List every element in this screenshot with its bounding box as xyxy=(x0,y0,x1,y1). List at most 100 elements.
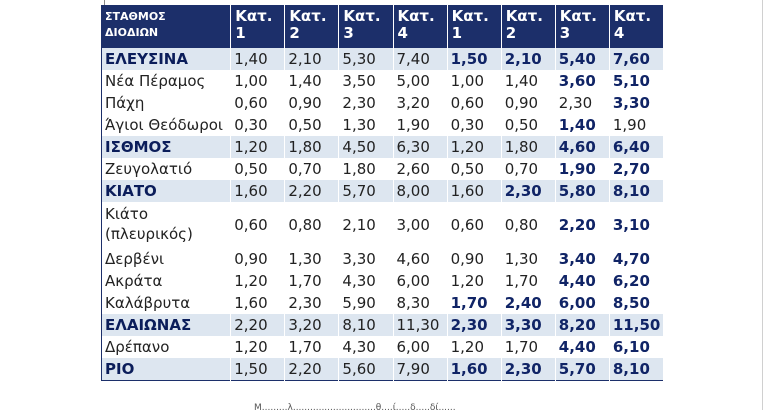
price-cell: 8,20 xyxy=(555,313,610,336)
price-cell: 3,20 xyxy=(284,313,340,336)
price-cell: 3,40 xyxy=(555,247,610,270)
table-row: Ζευγολατιό 0,50 0,70 1,80 2,60 0,50 0,70 1,90 2,… xyxy=(101,157,665,180)
price-cell: 5,70 xyxy=(338,179,394,202)
price-cell: 0,80 xyxy=(501,201,556,248)
station-header-line2: ΔΙΟΔΙΩΝ xyxy=(105,26,159,39)
price-cell: 1,20 xyxy=(447,335,502,358)
price-cell: 1,40 xyxy=(501,69,556,92)
station-header-line1: ΣΤΑΘΜΟΣ xyxy=(105,10,166,23)
price-cell: 7,60 xyxy=(609,47,665,70)
price-cell: 1,40 xyxy=(284,69,340,92)
price-cell: 2,30 xyxy=(555,91,610,114)
price-cell: 5,80 xyxy=(555,179,610,202)
price-cell: 8,10 xyxy=(609,179,665,202)
price-cell: 0,90 xyxy=(501,91,556,114)
category-header: Κατ. 4 xyxy=(609,5,665,48)
price-cell: 6,30 xyxy=(393,135,448,158)
table-row: ΕΛΕΥΣΙΝΑ 1,40 2,10 5,30 7,40 1,50 2,10 5,40 7,60 xyxy=(101,47,665,70)
price-cell: 5,60 xyxy=(338,357,394,380)
price-cell: 0,30 xyxy=(447,113,502,136)
price-cell: 8,30 xyxy=(393,291,448,314)
price-cell: 8,10 xyxy=(609,357,665,380)
price-cell: 1,30 xyxy=(501,247,556,270)
price-cell: 8,00 xyxy=(393,179,448,202)
price-cell: 2,60 xyxy=(393,157,448,180)
price-cell: 1,30 xyxy=(284,247,340,270)
price-cell: 0,50 xyxy=(284,113,340,136)
price-cell: 5,70 xyxy=(555,357,610,380)
station-name-cell: ΡΙΟ xyxy=(101,357,232,380)
price-cell: 0,30 xyxy=(230,113,286,136)
price-cell: 1,90 xyxy=(555,157,610,180)
price-cell: 2,20 xyxy=(555,201,610,248)
table-row: ΡΙΟ 1,50 2,20 5,60 7,90 1,60 2,30 5,70 8,10 xyxy=(101,357,665,380)
price-cell: 0,50 xyxy=(501,113,556,136)
station-name-cell: Δρέπανο xyxy=(101,335,232,358)
table-row: Άγιοι Θεόδωροι 0,30 0,50 1,30 1,90 0,30 0,50 1,… xyxy=(101,113,665,136)
station-name-cell: Άγιοι Θεόδωροι xyxy=(101,113,232,136)
price-cell: 4,60 xyxy=(393,247,448,270)
price-cell: 7,90 xyxy=(393,357,448,380)
station-name-cell: Καλάβρυτα xyxy=(101,291,232,314)
price-cell: 1,40 xyxy=(555,113,610,136)
price-cell: 6,20 xyxy=(609,269,665,292)
price-cell: 1,70 xyxy=(501,335,556,358)
price-cell: 2,70 xyxy=(609,157,665,180)
price-cell: 1,20 xyxy=(230,135,286,158)
price-cell: 6,00 xyxy=(393,335,448,358)
price-cell: 5,10 xyxy=(609,69,665,92)
price-cell: 3,30 xyxy=(338,247,394,270)
price-cell: 3,30 xyxy=(501,313,556,336)
category-header: Κατ. 3 xyxy=(338,5,394,48)
station-name-cell: Πάχη xyxy=(101,91,232,114)
price-cell: 11,50 xyxy=(609,313,665,336)
price-cell: 0,60 xyxy=(230,91,286,114)
station-name-cell: Δερβένι xyxy=(101,247,232,270)
table-row: Νέα Πέραμος 1,00 1,40 3,50 5,00 1,00 1,40 3,60 5… xyxy=(101,69,665,92)
category-header: Κατ. 3 xyxy=(555,5,610,48)
price-cell: 4,50 xyxy=(338,135,394,158)
price-cell: 5,40 xyxy=(555,47,610,70)
price-cell: 3,60 xyxy=(555,69,610,92)
price-cell: 1,20 xyxy=(447,135,502,158)
price-cell: 1,70 xyxy=(284,335,340,358)
price-cell: 0,60 xyxy=(447,91,502,114)
price-cell: 5,00 xyxy=(393,69,448,92)
price-cell: 1,60 xyxy=(230,291,286,314)
station-column-header: ΣΤΑΘΜΟΣ ΔΙΟΔΙΩΝ xyxy=(101,5,232,48)
price-cell: 0,90 xyxy=(284,91,340,114)
price-cell: 6,00 xyxy=(393,269,448,292)
table-row: ΙΣΘΜΟΣ 1,20 1,80 4,50 6,30 1,20 1,80 4,60 6,40 xyxy=(101,135,665,158)
price-cell: 6,00 xyxy=(555,291,610,314)
price-cell: 4,30 xyxy=(338,335,394,358)
station-name-cell: Ζευγολατιό xyxy=(101,157,232,180)
station-name-cell: Νέα Πέραμος xyxy=(101,69,232,92)
price-cell: 2,30 xyxy=(501,179,556,202)
table-row: Δερβένι 0,90 1,30 3,30 4,60 0,90 1,30 3,40 4,70 xyxy=(101,247,665,270)
price-cell: 1,20 xyxy=(230,335,286,358)
table-row: Πάχη 0,60 0,90 2,30 3,20 0,60 0,90 2,30 3,30 xyxy=(101,91,665,114)
price-cell: 0,50 xyxy=(230,157,286,180)
price-cell: 4,40 xyxy=(555,269,610,292)
price-cell: 2,30 xyxy=(284,291,340,314)
price-cell: 2,10 xyxy=(501,47,556,70)
price-cell: 2,30 xyxy=(338,91,394,114)
cropped-footnote: Μ.........λ.............................… xyxy=(254,403,456,413)
price-cell: 1,90 xyxy=(609,113,665,136)
price-cell: 4,60 xyxy=(555,135,610,158)
category-header: Κατ. 4 xyxy=(393,5,448,48)
price-cell: 2,30 xyxy=(501,357,556,380)
price-cell: 3,30 xyxy=(609,91,665,114)
price-cell: 1,70 xyxy=(284,269,340,292)
price-cell: 1,50 xyxy=(447,47,502,70)
price-cell: 11,30 xyxy=(393,313,448,336)
price-cell: 1,80 xyxy=(338,157,394,180)
station-name-cell: ΙΣΘΜΟΣ xyxy=(101,135,232,158)
price-cell: 3,00 xyxy=(393,201,448,248)
price-cell: 1,70 xyxy=(501,269,556,292)
price-cell: 4,70 xyxy=(609,247,665,270)
price-cell: 1,80 xyxy=(501,135,556,158)
price-cell: 0,90 xyxy=(447,247,502,270)
price-cell: 1,20 xyxy=(230,269,286,292)
table-header-row: ΣΤΑΘΜΟΣ ΔΙΟΔΙΩΝ Κατ. 1 Κατ. 2 Κατ. 3 Κατ. 4 Κ… xyxy=(101,5,665,48)
